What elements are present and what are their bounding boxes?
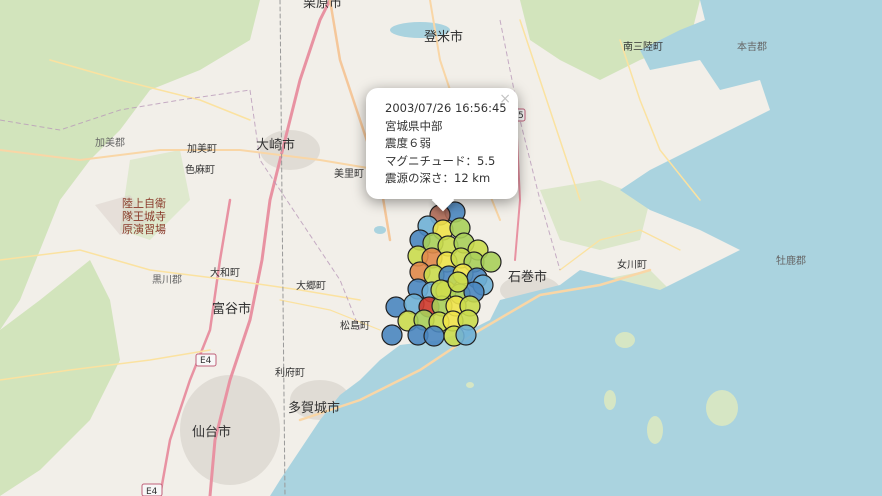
label-kurokawa: 黒川郡 [152, 274, 182, 286]
label-osaki: 大崎市 [256, 137, 295, 153]
earthquake-marker[interactable] [480, 251, 502, 273]
label-ishinomaki: 石巻市 [508, 269, 547, 285]
popup-magnitude: マグニチュード：5.5 [385, 153, 496, 168]
road-shield-e4-north-label: E4 [200, 356, 212, 366]
label-tomiya: 富谷市 [212, 301, 251, 317]
earthquake-marker[interactable] [447, 271, 469, 293]
road-shield-e4-north [195, 353, 217, 367]
label-kamigun: 加美郡 [95, 136, 125, 149]
islands [466, 332, 738, 444]
label-rifu: 利府町 [275, 366, 305, 379]
label-osato: 大郷町 [296, 279, 326, 292]
label-kami: 加美町 [187, 142, 217, 155]
earthquake-popup: × 2003/07/26 16:56:45 宮城県中部 震度６弱 マグニチュード… [366, 88, 518, 212]
label-misato: 美里町 [334, 167, 364, 180]
label-oshika: 牡鹿郡 [776, 254, 806, 267]
label-kurihara: 栗原市 [303, 0, 342, 11]
earthquake-marker[interactable] [455, 324, 477, 346]
label-taiwa: 大和町 [210, 266, 240, 279]
boundaries [0, 19, 561, 331]
popup-intensity: 震度６弱 [385, 136, 431, 150]
urban-areas [180, 130, 560, 485]
road-shields: E4 E4 5 [141, 108, 526, 496]
popup-depth: 震源の深さ：12 km [385, 171, 491, 185]
label-sendai: 仙台市 [192, 424, 231, 440]
earthquake-marker[interactable] [430, 279, 452, 301]
label-matsushima: 松島町 [340, 319, 370, 332]
popup-datetime: 2003/07/26 16:56:45 [385, 101, 507, 115]
label-jieitai-1: 陸上自衛 [122, 197, 166, 210]
earthquake-marker[interactable] [381, 324, 403, 346]
terrain [95, 195, 150, 235]
sea [270, 0, 882, 496]
popup-content: 2003/07/26 16:56:45 宮城県中部 震度６弱 マグニチュード：5… [385, 100, 507, 188]
popup-region: 宮城県中部 [385, 118, 443, 133]
label-onagawa: 女川町 [617, 258, 647, 271]
label-tagajo: 多賀城市 [288, 400, 340, 416]
label-tome: 登米市 [424, 29, 463, 45]
label-jieitai-2: 隊王城寺 [122, 209, 166, 223]
popup-tip-cover [418, 189, 468, 199]
road-shield-e4-south-label: E4 [146, 487, 158, 496]
earthquake-markers[interactable] [381, 201, 502, 347]
label-motoyoshi: 本吉郡 [737, 40, 767, 53]
road-shield-5-label: 5 [518, 111, 524, 121]
road-shield-e4-south [141, 483, 163, 496]
earthquake-marker[interactable] [423, 325, 445, 347]
place-labels: 栗原市 登米市 南三陸町 本吉郡 加美町 加美郡 大崎市 色麻町 美里町 牡鹿郡… [95, 0, 806, 440]
label-jieitai-3: 原演習場 [122, 222, 166, 236]
label-minamisanriku: 南三陸町 [623, 40, 663, 53]
roads [0, 0, 701, 496]
label-shikama: 色麻町 [185, 163, 215, 176]
forest-areas [0, 0, 700, 496]
popup-close-button[interactable]: × [499, 91, 511, 107]
